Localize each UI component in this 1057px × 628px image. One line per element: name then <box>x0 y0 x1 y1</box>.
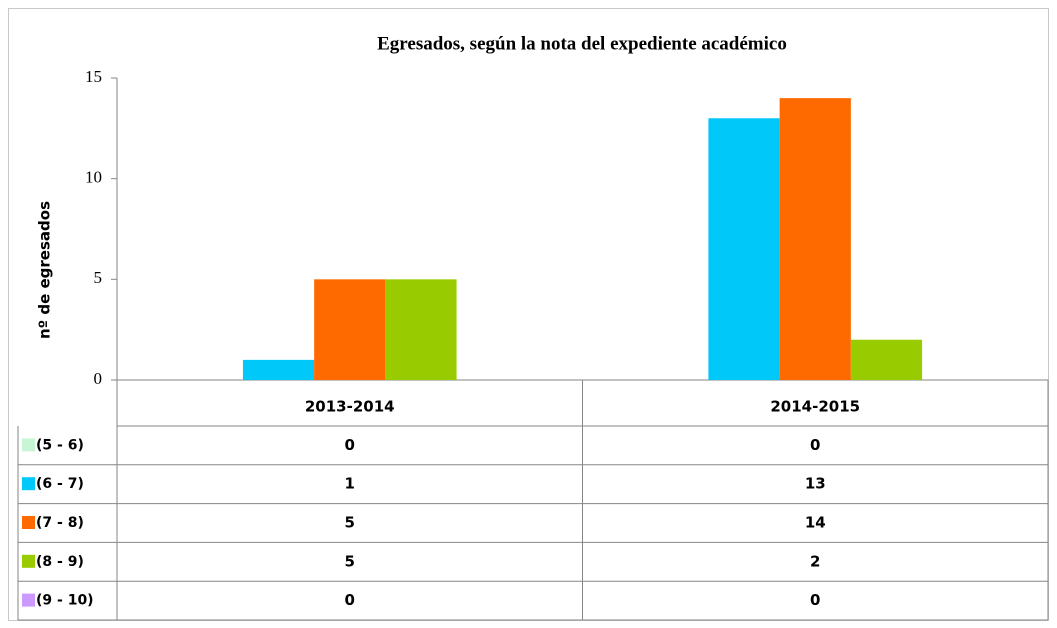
bar <box>850 339 923 380</box>
x-tick-label: 2013-2014 <box>305 398 395 416</box>
legend-label: (5 - 6) <box>36 437 84 453</box>
y-tick-label: 5 <box>94 268 103 287</box>
table-value: 13 <box>805 475 826 493</box>
legend-label: (8 - 9) <box>36 554 84 570</box>
table-value: 2 <box>810 552 820 570</box>
bar <box>708 118 780 381</box>
x-tick-label: 2014-2015 <box>770 398 860 416</box>
bar <box>385 279 457 380</box>
legend-key <box>22 554 35 568</box>
y-tick-label: 15 <box>85 67 102 86</box>
table-value: 5 <box>345 552 355 570</box>
legend-key <box>22 438 35 452</box>
table-value: 14 <box>805 514 826 532</box>
y-tick-label: 0 <box>94 369 103 388</box>
table-value: 0 <box>810 436 820 454</box>
table-value: 0 <box>345 436 355 454</box>
table-value: 5 <box>345 514 355 532</box>
bar <box>779 98 851 380</box>
bar <box>242 359 315 380</box>
legend-key <box>22 516 35 529</box>
y-tick-label: 10 <box>85 168 102 187</box>
legend-label: (7 - 8) <box>36 515 84 531</box>
chart-title: Egresados, según la nota del expediente … <box>377 33 787 54</box>
table-value: 1 <box>345 475 355 493</box>
legend-label: (9 - 10) <box>36 593 94 609</box>
table-value: 0 <box>345 591 355 609</box>
chart-frame <box>8 8 1049 621</box>
legend-key <box>22 477 35 491</box>
y-axis-label: nº de egresados <box>36 201 54 339</box>
legend-label: (6 - 7) <box>36 476 84 492</box>
legend-key <box>22 593 35 607</box>
bar <box>314 279 386 380</box>
table-value: 0 <box>810 591 820 609</box>
